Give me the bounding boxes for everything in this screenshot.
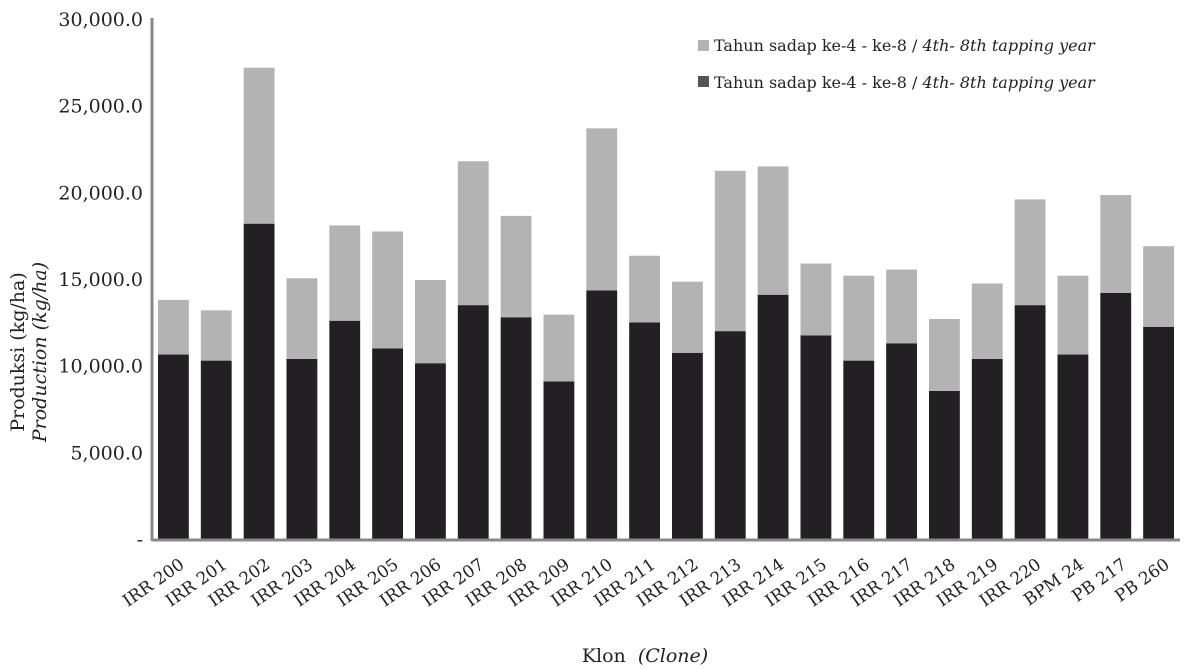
bar-lower-irr-211 xyxy=(629,322,661,540)
bar-lower-irr-205 xyxy=(372,348,404,540)
bar-upper-irr-219 xyxy=(971,283,1003,359)
legend-label-2: Tahun sadap ke-4 - ke-8 / 4th- 8th tappi… xyxy=(714,73,1096,92)
y-tick-label: 30,000.0 xyxy=(58,9,143,31)
y-tick-label: 15,000.0 xyxy=(58,269,143,291)
bar-lower-irr-214 xyxy=(757,294,789,540)
bar-upper-irr-204 xyxy=(329,225,361,321)
bar-upper-irr-203 xyxy=(286,278,318,359)
bar-lower-irr-202 xyxy=(243,223,275,540)
bar-upper-pb-217 xyxy=(1100,195,1132,293)
bar-upper-irr-212 xyxy=(671,281,703,353)
y-tick-label: 10,000.0 xyxy=(58,356,143,378)
legend-swatch-2 xyxy=(698,76,709,87)
bar-lower-pb-217 xyxy=(1100,293,1132,540)
legend-swatch-1 xyxy=(698,40,709,51)
bar-lower-irr-216 xyxy=(843,360,875,540)
bar-upper-irr-216 xyxy=(843,275,875,361)
y-axis-title-italic: Production (kg/ha) xyxy=(29,262,51,443)
bars xyxy=(157,67,1175,540)
bar-upper-irr-220 xyxy=(1014,199,1046,306)
y-axis-ticks: - 5,000.0 10,000.0 15,000.0 20,000.0 25,000.0… xyxy=(58,9,143,551)
x-axis-title: Klon (Clone) xyxy=(582,645,708,667)
bar-upper-irr-209 xyxy=(543,314,575,382)
legend: Tahun sadap ke-4 - ke-8 / 4th- 8th tappi… xyxy=(698,36,1096,92)
bar-upper-irr-213 xyxy=(714,170,746,332)
bar-lower-irr-220 xyxy=(1014,305,1046,540)
bar-lower-irr-203 xyxy=(286,358,318,540)
bar-upper-irr-215 xyxy=(800,263,832,336)
x-axis-title-plain: Klon xyxy=(582,645,626,667)
legend-label-1-plain: Tahun sadap ke-4 - ke-8 / xyxy=(714,36,922,55)
bar-upper-irr-207 xyxy=(457,161,489,306)
bar-upper-irr-208 xyxy=(500,215,532,318)
bar-lower-irr-212 xyxy=(671,352,703,540)
bar-upper-irr-200 xyxy=(157,299,189,355)
bar-lower-irr-219 xyxy=(971,358,1003,540)
legend-label-1-italic: 4th- 8th tapping year xyxy=(921,36,1096,55)
bar-lower-irr-200 xyxy=(157,354,189,540)
bar-upper-irr-210 xyxy=(586,128,618,291)
bar-upper-irr-205 xyxy=(372,231,404,349)
bar-upper-irr-217 xyxy=(886,269,918,344)
bar-lower-irr-218 xyxy=(928,390,960,540)
bar-lower-irr-217 xyxy=(886,343,918,540)
bar-lower-irr-208 xyxy=(500,317,532,540)
legend-label-2-italic: 4th- 8th tapping year xyxy=(921,73,1096,92)
bar-upper-irr-201 xyxy=(200,310,232,361)
bar-lower-irr-215 xyxy=(800,335,832,540)
bar-upper-bpm-24 xyxy=(1057,275,1089,355)
x-axis-title-italic: (Clone) xyxy=(638,645,708,667)
bar-upper-irr-202 xyxy=(243,67,275,224)
bar-upper-irr-214 xyxy=(757,166,789,295)
bar-upper-irr-218 xyxy=(928,319,960,391)
y-tick-label: 25,000.0 xyxy=(58,96,143,118)
bar-lower-irr-201 xyxy=(200,360,232,540)
y-tick-label: 5,000.0 xyxy=(70,442,143,464)
bar-lower-irr-210 xyxy=(586,290,618,540)
bar-lower-irr-207 xyxy=(457,305,489,540)
bar-lower-irr-213 xyxy=(714,331,746,540)
bar-lower-pb-260 xyxy=(1143,326,1175,540)
bar-upper-irr-211 xyxy=(629,255,661,323)
bar-upper-irr-206 xyxy=(414,280,446,364)
y-tick-label: - xyxy=(137,529,143,551)
bar-lower-irr-209 xyxy=(543,381,575,540)
bar-lower-irr-204 xyxy=(329,320,361,540)
y-axis-title: Produksi (kg/ha) xyxy=(7,272,29,432)
legend-label-1: Tahun sadap ke-4 - ke-8 / 4th- 8th tappi… xyxy=(714,36,1096,55)
bar-lower-bpm-24 xyxy=(1057,354,1089,540)
bar-upper-pb-260 xyxy=(1143,246,1175,327)
legend-label-2-plain: Tahun sadap ke-4 - ke-8 / xyxy=(714,73,922,92)
bar-lower-irr-206 xyxy=(414,363,446,540)
y-tick-label: 20,000.0 xyxy=(58,182,143,204)
